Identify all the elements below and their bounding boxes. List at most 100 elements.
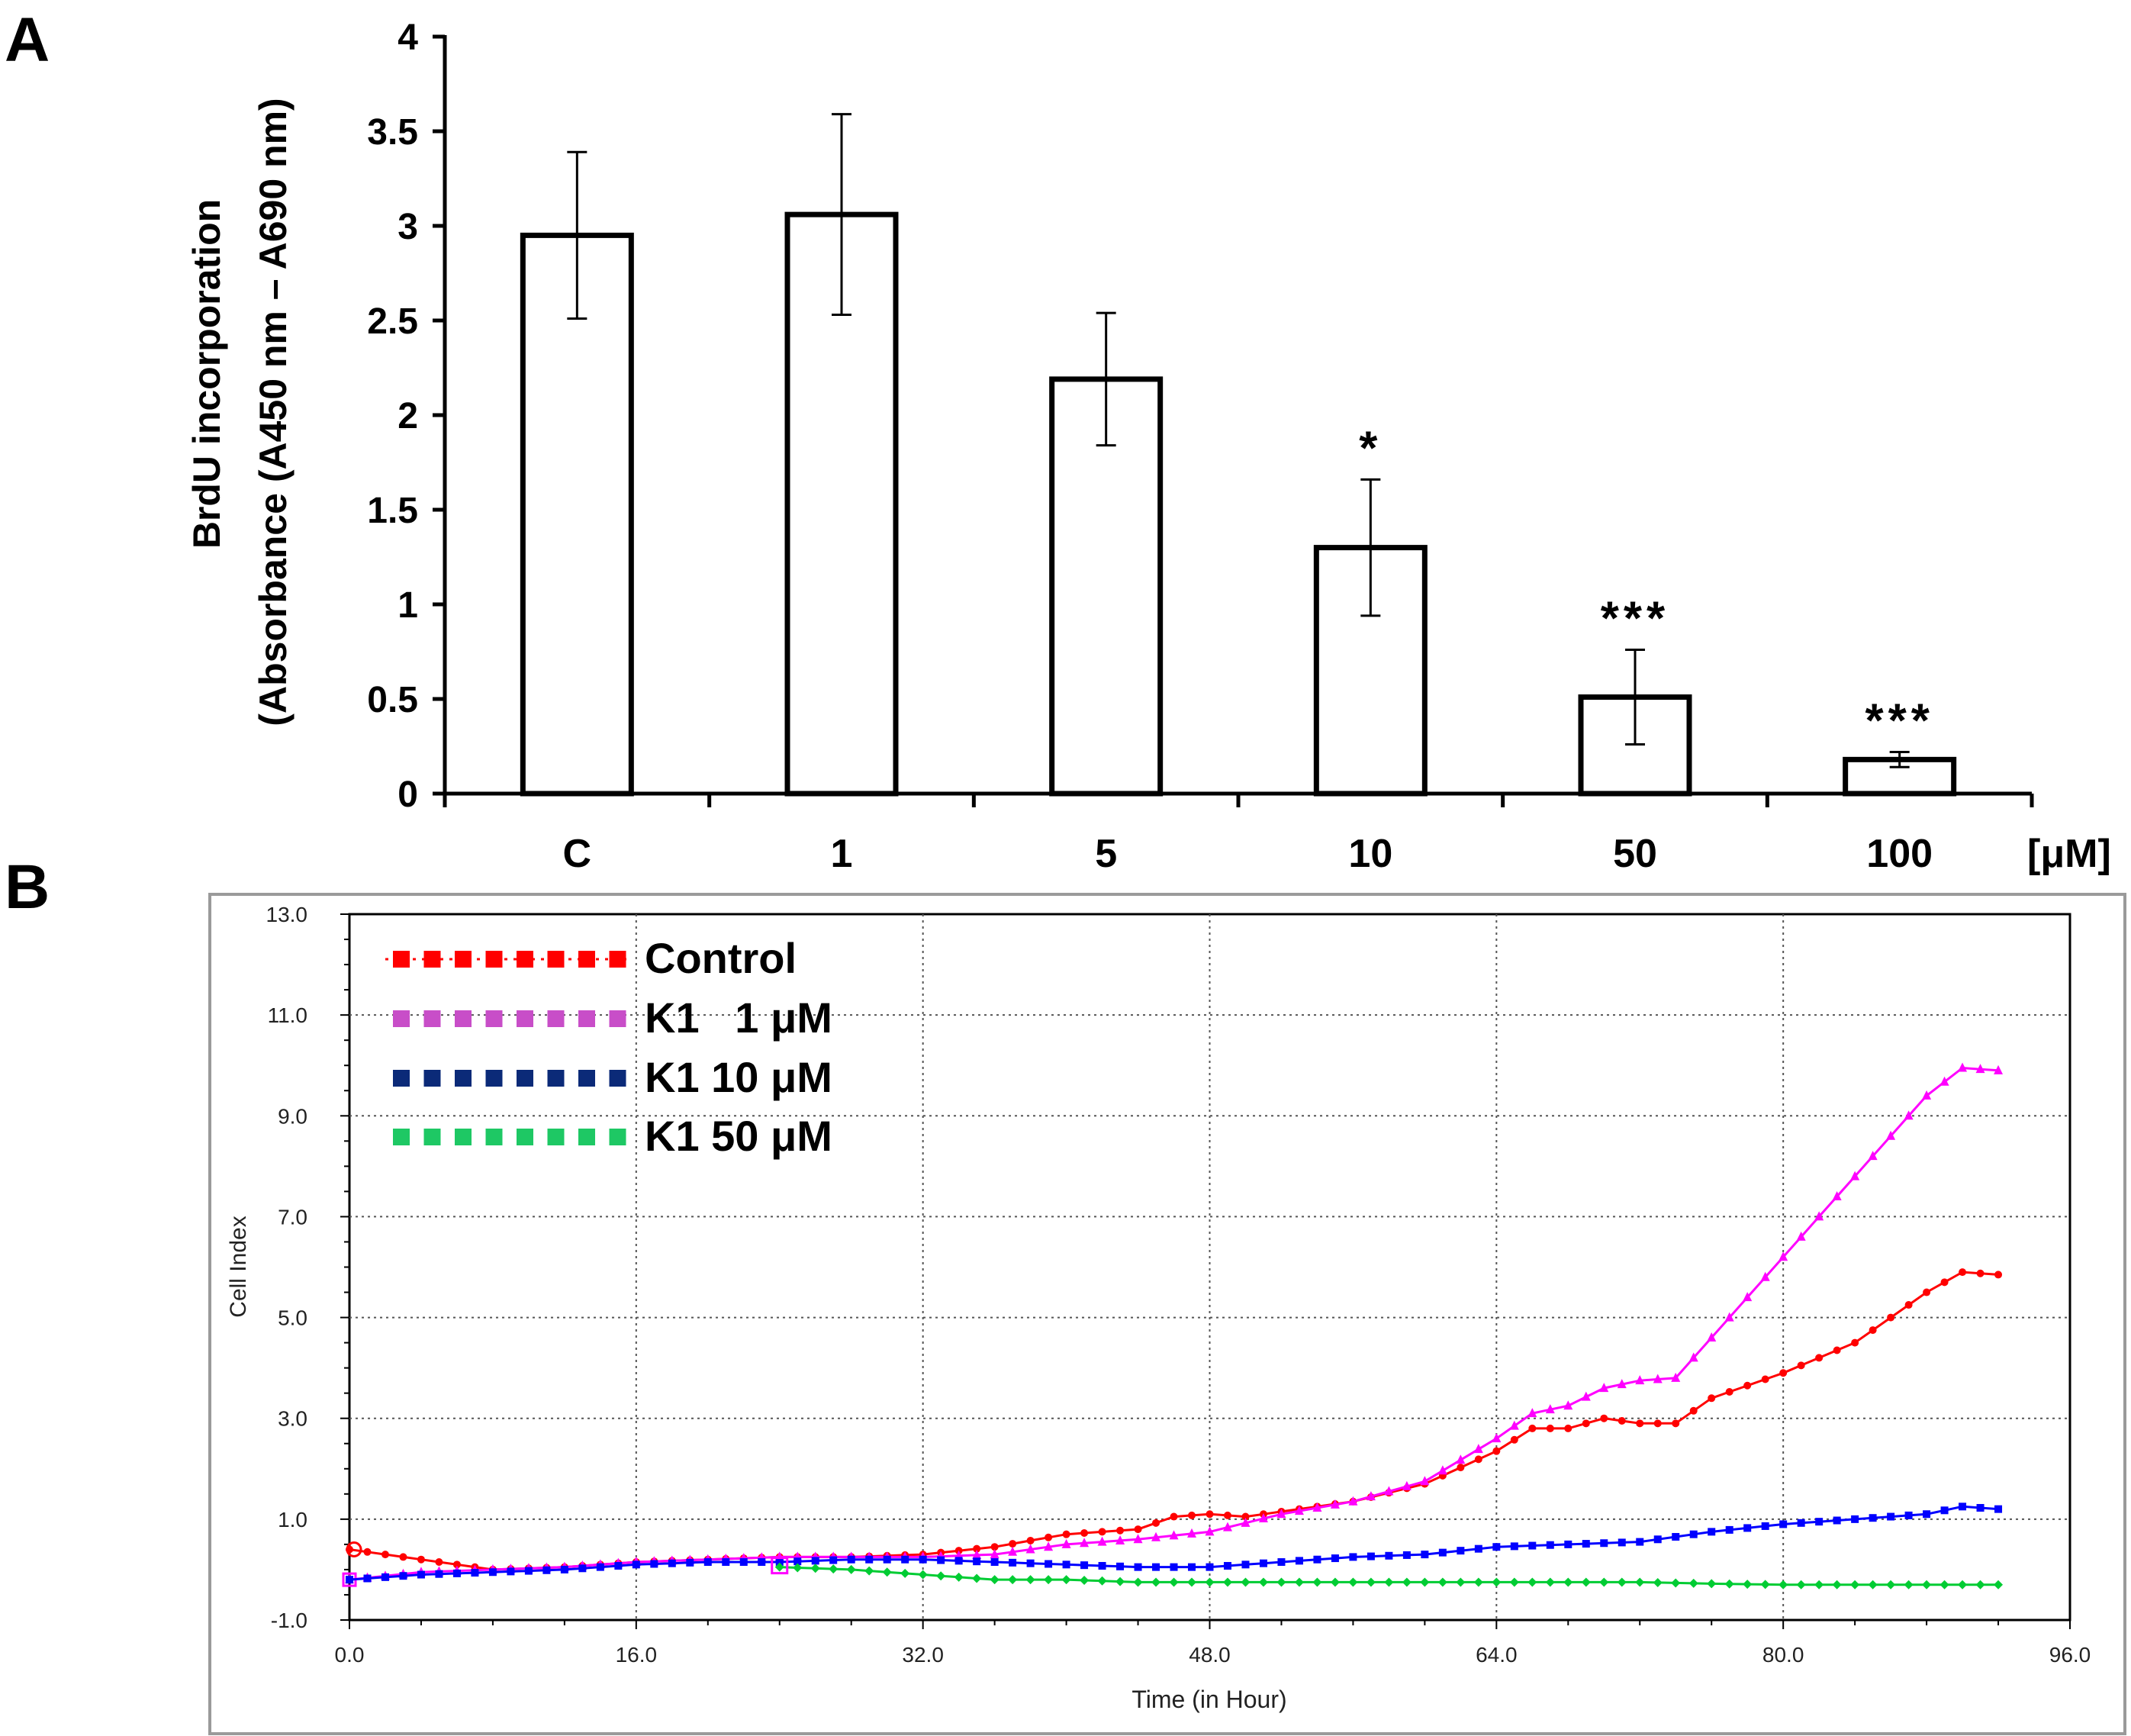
line-chart-point-series-2 [1385, 1551, 1393, 1560]
line-chart-point-series-0 [381, 1551, 389, 1559]
line-chart-point-series-3 [1080, 1575, 1090, 1585]
line-chart-point-series-0 [417, 1555, 425, 1564]
line-chart-legend: Control K1 1 μM K1 10 μM K1 50 μM [385, 934, 832, 1160]
line-chart-point-series-3 [1258, 1577, 1268, 1587]
line-chart-point-series-3 [1922, 1580, 1932, 1589]
line-chart-point-series-2 [1062, 1560, 1070, 1569]
line-chart-point-series-0 [1098, 1528, 1106, 1536]
line-chart-point-series-0 [1152, 1519, 1160, 1527]
line-chart-point-series-0 [990, 1543, 999, 1551]
legend-swatch-series-1 [393, 1010, 410, 1027]
line-chart-point-series-2 [1206, 1563, 1214, 1571]
line-chart-point-series-2 [1457, 1547, 1465, 1555]
line-chart-point-series-3 [1581, 1577, 1591, 1587]
line-chart-point-series-2 [1474, 1544, 1482, 1553]
line-chart-point-series-1 [1958, 1062, 1968, 1072]
line-chart-point-series-3 [1187, 1577, 1197, 1587]
legend-swatch-series-3 [517, 1129, 533, 1145]
line-chart-x-tick-label: 0.0 [335, 1643, 365, 1667]
line-chart-point-series-1 [1492, 1433, 1502, 1443]
line-chart-point-series-1 [1743, 1292, 1753, 1302]
line-chart-point-series-2 [1241, 1560, 1250, 1569]
line-chart-y-tick-label: -1.0 [271, 1609, 307, 1632]
line-chart-point-series-2 [542, 1566, 551, 1574]
bar-chart-y-tick-label: 0 [398, 775, 418, 815]
line-chart-point-series-2 [578, 1564, 587, 1573]
line-chart-point-series-3 [1312, 1577, 1322, 1587]
line-chart-point-series-2 [1851, 1515, 1859, 1523]
bar-chart-y-axis: 0 0.5 1 1.5 2 2.5 3 3.5 4 [367, 18, 447, 815]
line-chart-point-series-2 [739, 1558, 748, 1567]
line-chart-point-series-3 [1437, 1577, 1447, 1587]
line-chart-point-series-3 [1545, 1577, 1555, 1587]
line-chart-point-series-1 [1437, 1465, 1447, 1475]
line-chart-point-series-1 [1187, 1528, 1197, 1538]
line-chart-x-tick-label: 48.0 [1189, 1643, 1231, 1667]
line-chart-point-series-2 [1887, 1512, 1895, 1521]
line-chart-point-series-2 [381, 1573, 389, 1581]
line-chart-point-series-3 [1330, 1577, 1340, 1587]
legend-swatch-series-2 [517, 1070, 533, 1087]
line-chart-point-series-0 [1600, 1414, 1608, 1422]
line-chart-point-series-2 [1708, 1528, 1716, 1536]
line-chart-point-series-3 [829, 1564, 839, 1574]
line-chart-point-series-0 [973, 1544, 981, 1553]
line-chart-point-series-0 [1510, 1435, 1518, 1444]
line-chart-point-series-3 [1509, 1577, 1519, 1587]
line-chart-point-series-0 [1618, 1417, 1626, 1425]
line-chart-point-series-1 [1527, 1408, 1537, 1418]
legend-swatch-series-1 [578, 1010, 595, 1027]
line-chart-point-series-0 [1528, 1424, 1537, 1432]
line-chart-point-series-1 [1473, 1444, 1483, 1454]
line-chart-point-series-3 [918, 1570, 928, 1580]
line-chart-point-series-2 [811, 1557, 819, 1565]
line-chart-point-series-2 [452, 1569, 461, 1577]
legend-swatch-series-2 [609, 1070, 626, 1087]
significance-marker-10: * [1359, 422, 1382, 475]
line-chart-point-series-2 [614, 1561, 623, 1570]
bar-chart-y-tick-label: 4 [398, 18, 418, 58]
line-chart-point-series-0 [1116, 1526, 1125, 1535]
bar-chart-y-tick-label: 0.5 [367, 680, 418, 720]
line-chart-point-series-1 [1599, 1383, 1609, 1393]
line-chart-point-series-2 [1080, 1561, 1089, 1570]
line-chart-point-series-0 [1457, 1464, 1465, 1472]
line-chart-point-series-2 [1134, 1563, 1142, 1571]
line-chart-point-series-2 [1421, 1551, 1429, 1559]
panel-label-b: B [5, 852, 50, 922]
line-chart-point-series-3 [1492, 1577, 1502, 1587]
line-chart-point-series-2 [1940, 1506, 1949, 1515]
significance-marker-50: *** [1601, 593, 1669, 646]
line-chart-point-series-0 [1743, 1381, 1752, 1390]
line-chart-point-series-2 [1009, 1558, 1017, 1567]
line-chart-point-series-1 [1779, 1251, 1788, 1261]
line-chart-series [342, 1062, 2004, 1589]
line-chart-y-tick-label: 7.0 [278, 1205, 307, 1229]
line-chart-point-series-3 [1886, 1580, 1896, 1589]
line-chart-point-series-2 [919, 1555, 927, 1564]
line-chart-point-series-2 [1689, 1530, 1698, 1538]
legend-swatch-series-3 [547, 1129, 565, 1145]
line-chart-point-series-2 [1582, 1540, 1590, 1548]
line-chart-point-series-2 [865, 1555, 874, 1564]
line-chart-point-series-1 [1097, 1536, 1107, 1546]
line-chart-point-series-1 [1814, 1211, 1824, 1221]
line-chart-point-series-1 [1545, 1404, 1555, 1414]
line-chart-point-series-1 [1330, 1499, 1340, 1509]
line-chart-point-series-1 [1922, 1090, 1932, 1100]
line-chart-point-series-0 [1976, 1269, 1985, 1277]
line-chart-point-series-3 [1724, 1579, 1734, 1589]
line-chart-point-series-3 [1743, 1580, 1753, 1589]
line-chart-point-series-1 [1509, 1420, 1519, 1430]
line-chart-point-series-2 [1815, 1518, 1824, 1526]
line-chart-point-series-3 [1348, 1577, 1358, 1587]
line-chart-point-series-2 [883, 1555, 891, 1564]
line-chart-point-series-1 [1617, 1379, 1627, 1389]
line-chart-point-series-3 [1671, 1578, 1681, 1588]
legend-label-series-1: K1 1 μM [645, 994, 832, 1042]
line-chart-point-series-1 [1222, 1522, 1232, 1531]
line-chart-point-series-0 [1636, 1419, 1644, 1428]
line-chart-point-series-2 [1546, 1541, 1554, 1549]
line-chart-point-series-3 [1779, 1580, 1788, 1589]
line-chart-point-series-0 [452, 1560, 461, 1569]
